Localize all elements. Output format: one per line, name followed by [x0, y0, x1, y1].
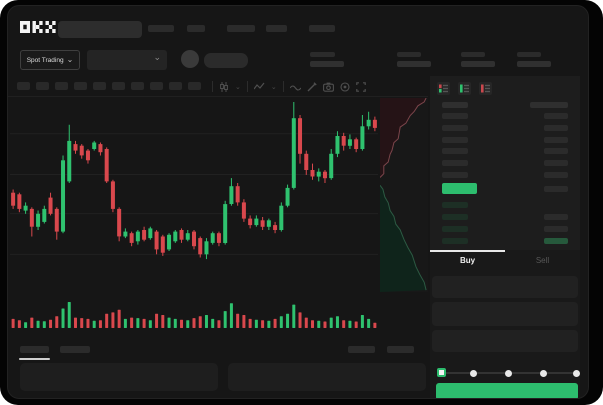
chevron-down-icon[interactable]: ⌄ — [270, 83, 277, 91]
market-stat-placeholder — [517, 52, 551, 67]
timeframe-button[interactable] — [55, 82, 68, 90]
tab-sell[interactable]: Sell — [535, 256, 550, 265]
slider-stop[interactable] — [573, 369, 580, 377]
bottom-tab-placeholder[interactable] — [387, 346, 414, 353]
slider-stop[interactable] — [505, 369, 512, 377]
chevron-down-icon: ⌄ — [66, 55, 74, 64]
settings-icon[interactable] — [340, 81, 350, 92]
chevron-down-icon: ⌄ — [153, 52, 161, 62]
market-stat-placeholder — [310, 52, 344, 67]
search-input[interactable] — [58, 21, 142, 38]
candles-icon[interactable] — [219, 81, 229, 92]
market-type-label: Spot Trading — [26, 56, 64, 64]
market-stat-placeholder — [397, 52, 431, 67]
order-price-field[interactable] — [432, 276, 578, 298]
depth-chart — [380, 98, 428, 292]
candlestick-chart[interactable] — [10, 98, 378, 268]
timeframe-button[interactable] — [17, 82, 30, 90]
orderbook — [430, 76, 580, 250]
order-total-field[interactable] — [432, 330, 578, 352]
app-window: Spot Trading ⌄ ⌄ ⌄ — [7, 5, 589, 399]
nav-item-placeholder[interactable] — [309, 25, 335, 32]
okx-logo[interactable] — [20, 19, 56, 35]
nav-item-placeholder[interactable] — [266, 25, 287, 32]
timeframe-button[interactable] — [112, 82, 125, 90]
indicators-icon[interactable] — [253, 82, 265, 91]
coin-avatar — [181, 50, 199, 68]
timeframe-button-active[interactable] — [36, 82, 49, 90]
timeframe-button[interactable] — [150, 82, 163, 90]
amount-slider[interactable] — [437, 368, 580, 377]
chart-panel: ⌄ ⌄ — [8, 76, 428, 398]
divider — [282, 81, 284, 92]
slider-stop[interactable] — [470, 369, 477, 377]
buy-tab-indicator — [430, 250, 505, 252]
timeframe-button[interactable] — [131, 82, 144, 90]
trade-tabbar: Buy Sell — [430, 250, 580, 270]
pair-dropdown[interactable]: ⌄ — [87, 50, 167, 70]
orders-panel-placeholder — [20, 363, 218, 391]
slider-handle[interactable] — [437, 368, 446, 377]
bottom-tab-placeholder[interactable] — [60, 346, 90, 353]
header-action-button[interactable] — [204, 53, 248, 68]
timeframe-button[interactable] — [93, 82, 106, 90]
buy-button[interactable] — [436, 383, 578, 398]
history-panel-placeholder — [228, 363, 426, 391]
line-tool-icon[interactable] — [289, 83, 301, 91]
book-combined-icon[interactable] — [437, 82, 450, 95]
tab-buy[interactable]: Buy — [459, 256, 476, 265]
book-asks-icon[interactable] — [479, 82, 492, 95]
bottom-tab-active[interactable] — [20, 346, 49, 353]
market-type-dropdown[interactable]: Spot Trading ⌄ — [20, 50, 80, 70]
last-price-amount — [544, 186, 568, 192]
nav-item-placeholder[interactable] — [227, 25, 255, 32]
market-stat-placeholder — [461, 52, 495, 67]
order-amount-field[interactable] — [432, 302, 578, 326]
nav-item-placeholder[interactable] — [187, 25, 205, 32]
slider-stop[interactable] — [540, 369, 547, 377]
trade-sidebar: Buy Sell — [430, 76, 580, 398]
bottom-tab-indicator — [19, 358, 50, 360]
bottom-tab-placeholder[interactable] — [348, 346, 375, 353]
nav-item-placeholder[interactable] — [148, 25, 174, 32]
volume-chart — [11, 302, 377, 328]
chart-toolbar: ⌄ ⌄ — [8, 76, 428, 97]
timeframe-button[interactable] — [74, 82, 87, 90]
divider — [246, 81, 248, 92]
timeframe-button[interactable] — [188, 82, 201, 90]
book-col-header — [530, 102, 568, 108]
book-col-header — [442, 102, 468, 108]
fullscreen-icon[interactable] — [355, 81, 366, 92]
last-price-badge[interactable] — [442, 183, 477, 194]
book-bids-icon[interactable] — [458, 82, 471, 95]
chevron-down-icon[interactable]: ⌄ — [235, 83, 241, 91]
draw-icon[interactable] — [307, 81, 317, 92]
divider — [212, 81, 213, 92]
timeframe-button[interactable] — [169, 82, 182, 90]
camera-icon[interactable] — [322, 82, 334, 92]
